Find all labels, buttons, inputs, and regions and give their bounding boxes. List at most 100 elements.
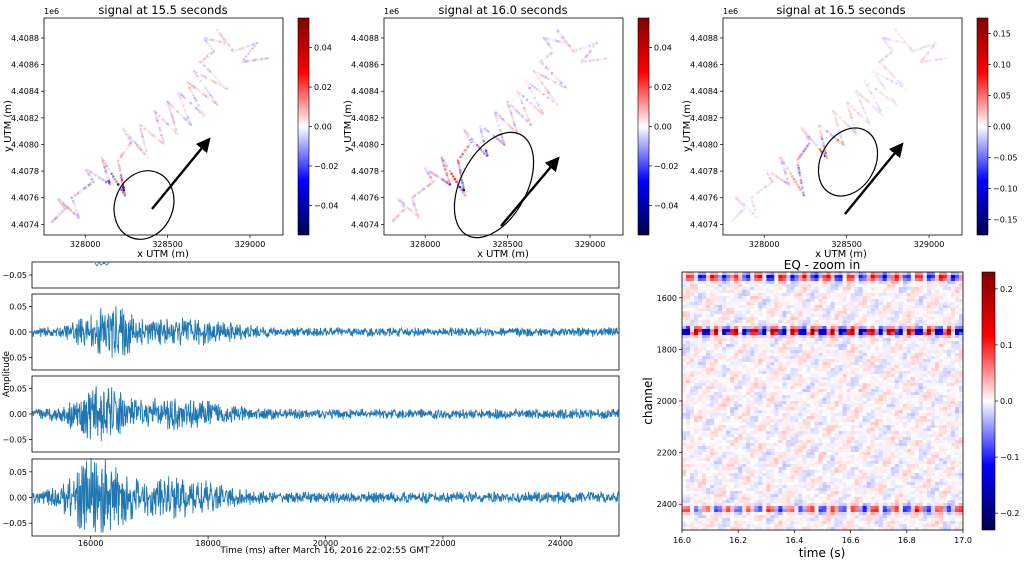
heatmap-cell <box>910 329 916 333</box>
sensor-dot <box>540 108 543 112</box>
heatmap-cell <box>930 389 936 393</box>
heatmap-cell <box>918 320 924 324</box>
heatmap-cell <box>782 404 787 408</box>
sensor-dot <box>550 96 554 99</box>
sensor-dot <box>897 83 901 87</box>
heatmap-cell <box>922 368 928 372</box>
heatmap-cell <box>774 413 779 417</box>
heatmap-cell <box>702 350 707 354</box>
heatmap-cell <box>786 326 791 330</box>
heatmap-cell <box>954 359 960 363</box>
heatmap-cell <box>734 365 739 369</box>
heatmap-cell <box>710 287 715 291</box>
sensor-dot <box>156 121 160 125</box>
heatmap-cell <box>834 344 839 348</box>
heatmap-cell <box>806 362 811 366</box>
sensor-dot <box>524 111 528 114</box>
heatmap-cell <box>922 407 928 411</box>
heatmap-cell <box>898 299 904 303</box>
sensor-dot <box>188 82 192 86</box>
heatmap-cell <box>770 386 775 390</box>
sensor-dot <box>532 70 536 73</box>
sensor-dot <box>893 75 896 79</box>
heatmap-cell <box>922 287 928 291</box>
heatmap-cell <box>866 326 871 330</box>
heatmap-cell <box>898 320 904 324</box>
heatmap-cell <box>942 290 948 294</box>
sensor-dot <box>448 169 452 173</box>
sensor-dot <box>848 112 852 115</box>
heatmap-cell <box>830 374 835 378</box>
heatmap-cell <box>930 332 936 336</box>
heatmap-cell <box>718 392 723 396</box>
sensor-dot <box>858 113 862 117</box>
heatmap-cell <box>866 296 871 300</box>
heatmap-cell <box>862 377 867 381</box>
heatmap-cell <box>918 350 924 354</box>
heatmap-cell <box>830 290 835 294</box>
heatmap-cell <box>714 413 719 417</box>
heatmap-cell <box>798 347 803 351</box>
heatmap-cell <box>846 281 851 285</box>
heatmap-cell <box>886 287 892 291</box>
heatmap-cell <box>726 407 731 411</box>
heatmap-cell <box>690 290 695 294</box>
sensor-dot <box>549 78 552 82</box>
heatmap-cell <box>862 383 867 387</box>
heatmap-cell <box>930 347 936 351</box>
heatmap-cell <box>882 389 888 393</box>
heatmap-cell <box>730 302 735 306</box>
heatmap-cell <box>826 395 831 399</box>
heatmap-cell <box>718 281 723 285</box>
heatmap-cell <box>802 335 807 339</box>
heatmap-cell <box>894 305 900 309</box>
heatmap-cell <box>742 413 747 417</box>
sensor-dot <box>525 98 529 102</box>
heatmap-cell <box>710 308 715 312</box>
heatmap-cell <box>950 392 956 396</box>
sensor-dot <box>802 129 806 132</box>
heatmap-cell <box>878 299 884 303</box>
heatmap-cell <box>818 410 823 414</box>
heatmap-cell <box>714 293 719 297</box>
heatmap-cell <box>806 287 811 291</box>
sensor-dot <box>878 73 882 77</box>
heatmap-cell <box>874 344 879 348</box>
sensor-dot <box>792 177 796 181</box>
heatmap-cell <box>910 407 916 411</box>
heatmap-cell <box>822 350 827 354</box>
heatmap-cell <box>850 275 855 279</box>
sensor-dot <box>841 140 844 144</box>
heatmap-cell <box>734 350 739 354</box>
heatmap-cell <box>866 323 871 327</box>
heatmap-cell <box>814 392 819 396</box>
sensor-dot <box>529 101 532 105</box>
map-panel-3: signal at 16.5 seconds 1e6 328000 328500 3… <box>682 3 1018 260</box>
heatmap-cell <box>838 272 843 276</box>
heatmap-cell <box>934 299 940 303</box>
heatmap-cell <box>938 368 944 372</box>
heatmap-cell <box>690 401 695 405</box>
heatmap-cell <box>770 407 775 411</box>
heatmap-cell <box>866 284 871 288</box>
heatmap-cell <box>786 368 791 372</box>
heatmap-cell <box>910 278 916 282</box>
heatmap-cell <box>718 413 723 417</box>
heatmap-cell <box>706 326 711 330</box>
heatmap-cell <box>754 335 759 339</box>
heatmap-cell <box>934 374 940 378</box>
sensor-dot <box>506 122 509 126</box>
heatmap-cell <box>770 305 775 309</box>
heatmap-cell <box>734 278 739 282</box>
sensor-dot <box>498 128 502 132</box>
heatmap-cell <box>794 317 799 321</box>
heatmap-cell <box>838 380 843 384</box>
heatmap-cell <box>710 296 715 300</box>
y-tick-label: 4.4076 <box>351 194 379 203</box>
sensor-dot <box>244 60 248 63</box>
heatmap-cell <box>754 326 759 330</box>
heatmap-cell <box>910 326 916 330</box>
sensor-dot <box>530 91 534 95</box>
heatmap-cell <box>782 329 787 333</box>
heatmap-cell <box>770 278 775 282</box>
